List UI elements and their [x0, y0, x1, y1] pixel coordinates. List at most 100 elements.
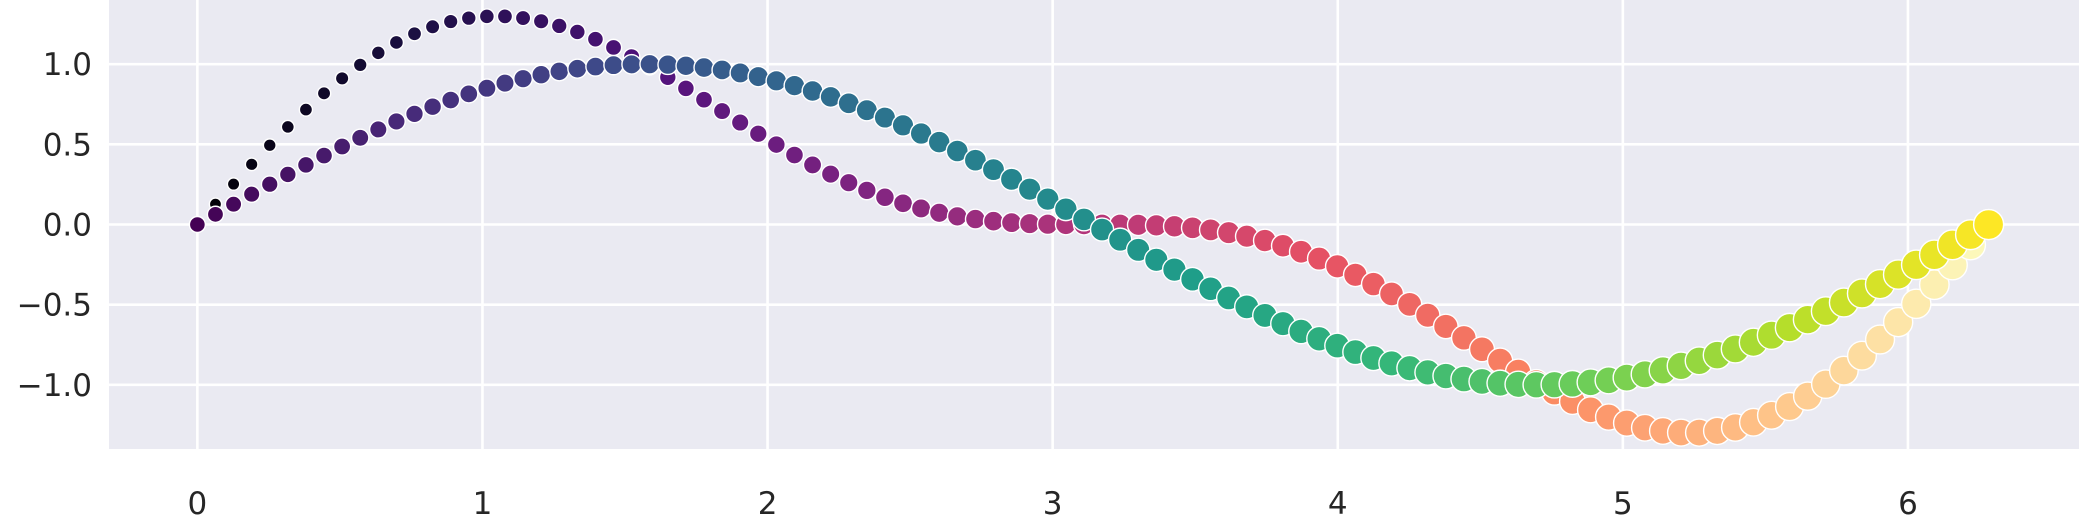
scatter-point — [657, 54, 679, 76]
scatter-point — [568, 23, 586, 41]
scatter-point — [278, 165, 297, 184]
data-points — [188, 8, 2005, 447]
scatter-point — [460, 10, 477, 27]
scatter-point — [550, 17, 568, 35]
scatter-point — [729, 62, 752, 84]
scatter-point — [280, 119, 296, 135]
scatter-point — [910, 198, 932, 219]
scatter-point — [802, 155, 823, 175]
scatter-point — [1882, 306, 1914, 338]
scatter-point — [856, 180, 877, 201]
x-tick-label: 3 — [1043, 486, 1063, 521]
scatter-point — [495, 73, 515, 94]
scatter-point — [206, 205, 225, 224]
scatter-point — [1900, 288, 1932, 320]
scatter-point — [422, 97, 443, 117]
scatter-point — [1018, 212, 1041, 235]
scatter-point — [532, 12, 550, 30]
scatter-point — [748, 124, 768, 144]
scatter-point — [296, 155, 316, 175]
scatter-point — [567, 58, 588, 79]
scatter-point — [262, 138, 277, 153]
scatter-point — [639, 53, 661, 75]
scatter-point — [1017, 177, 1042, 202]
x-tick-label: 2 — [758, 486, 778, 521]
scatter-point — [332, 137, 352, 156]
scatter-point — [982, 210, 1005, 232]
scatter-point — [1000, 211, 1023, 234]
scatter-point — [459, 84, 479, 104]
scatter-point — [513, 68, 534, 89]
y-tick-label: 0.5 — [43, 127, 92, 163]
scatter-point — [874, 187, 896, 208]
scatter-point — [999, 167, 1024, 192]
series-2 — [188, 53, 2005, 399]
scatter-point — [352, 57, 368, 73]
scatter-point — [477, 78, 497, 99]
scatter-point — [368, 120, 388, 139]
y-axis-tick-labels: −1.0 −0.5 0.0 0.5 1.0 — [17, 47, 92, 404]
scatter-point — [496, 8, 514, 25]
scatter-point — [440, 90, 461, 110]
x-axis-tick-labels: 0 1 2 3 4 5 6 — [188, 486, 1918, 521]
x-tick-label: 1 — [473, 486, 493, 521]
scatter-point — [370, 45, 386, 61]
scatter-point — [981, 157, 1006, 182]
x-tick-label: 0 — [188, 486, 208, 521]
scatter-point — [694, 90, 714, 109]
scatter-point — [531, 64, 552, 85]
scatter-point — [820, 164, 841, 185]
series-1 — [190, 8, 2005, 447]
scatter-point — [747, 65, 770, 88]
scatter-point — [765, 69, 788, 92]
scatter-point — [928, 202, 950, 224]
scatter-point — [242, 185, 261, 204]
scatter-point — [712, 101, 732, 121]
y-tick-label: −1.0 — [17, 368, 92, 404]
x-tick-label: 4 — [1328, 486, 1348, 521]
scatter-point — [549, 61, 570, 82]
scatter-point — [260, 175, 279, 194]
scatter-point — [604, 38, 623, 57]
scatter-point — [711, 59, 733, 81]
scatter-point — [621, 53, 643, 75]
scatter-point — [226, 177, 241, 191]
scatter-point — [316, 86, 332, 101]
scatter-point — [298, 102, 314, 117]
y-tick-label: 1.0 — [43, 47, 92, 83]
scatter-point — [838, 172, 859, 193]
scatter-point — [585, 56, 606, 77]
scatter-point — [676, 79, 696, 98]
scatter-point — [224, 195, 243, 214]
scatter-point — [388, 34, 405, 51]
scatter-point — [603, 54, 624, 76]
scatter-point — [478, 8, 496, 25]
x-tick-label: 5 — [1613, 486, 1633, 521]
scatter-point — [404, 104, 425, 124]
x-tick-label: 6 — [1898, 486, 1918, 521]
scatter-point — [946, 205, 968, 227]
scatter-point — [675, 55, 697, 77]
scatter-point — [514, 9, 532, 27]
scatter-point — [1972, 208, 2005, 241]
scatter-point — [784, 145, 805, 165]
scatter-point — [892, 193, 914, 214]
scatter-point — [188, 215, 207, 234]
scatter-point — [586, 30, 605, 48]
scatter-point — [406, 25, 423, 42]
scatter-point — [766, 135, 786, 155]
scatter-point — [964, 208, 987, 230]
scatter-point — [350, 128, 370, 148]
scatter-point — [1053, 197, 1078, 222]
scatter-point — [334, 70, 350, 86]
scatter-point — [314, 146, 334, 165]
y-tick-label: 0.0 — [43, 208, 92, 244]
scatter-point — [442, 13, 459, 30]
y-tick-label: −0.5 — [17, 288, 92, 324]
scatter-point — [1035, 187, 1060, 212]
scatter-point — [730, 113, 750, 132]
scatter-point — [424, 18, 441, 35]
scatter-point — [693, 56, 715, 79]
scatter-point — [386, 111, 406, 131]
